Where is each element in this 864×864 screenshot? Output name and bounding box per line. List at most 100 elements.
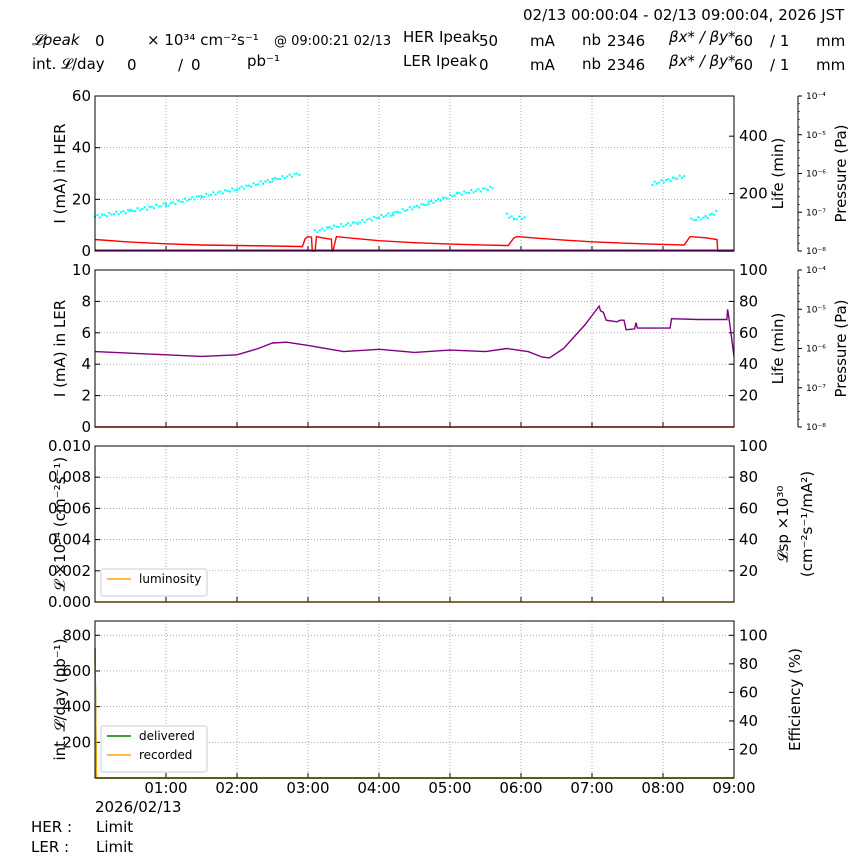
her-current-point <box>354 221 357 224</box>
her-current-point <box>143 206 146 209</box>
her-current-point <box>221 192 224 195</box>
x-tick-label: 04:00 <box>357 779 400 797</box>
y-axis-label: I (mA) in HER <box>51 123 69 223</box>
her-current-point <box>427 200 430 203</box>
x-tick-label: 07:00 <box>570 779 613 797</box>
her-current-point <box>96 214 99 217</box>
y2-tick-label: 80 <box>739 468 758 486</box>
her-current-point <box>399 211 402 214</box>
ler-status-value: Limit <box>96 838 134 856</box>
her-current-point <box>224 189 227 192</box>
pressure-axis-label: Pressure (Pa) <box>832 124 850 222</box>
y-tick-label: 200 <box>62 733 91 751</box>
her-ipeak-value: 50 <box>479 32 499 50</box>
her-current-point <box>228 190 231 193</box>
her-current-point <box>276 178 279 181</box>
her-current-point <box>676 177 679 180</box>
her-current-point <box>273 177 276 180</box>
her-current-point <box>486 188 489 191</box>
her-current-point <box>458 192 461 195</box>
her-current-point <box>441 196 444 199</box>
y2-tick-label: 40 <box>739 712 758 730</box>
her-current-point <box>117 213 120 216</box>
her-current-point <box>98 216 101 219</box>
her-current-point <box>342 225 345 228</box>
her-current-point <box>333 224 336 227</box>
ler-ipeak-label: LER Ipeak <box>403 52 478 70</box>
y2-tick-label: 60 <box>739 324 758 342</box>
her-current-point <box>662 181 665 184</box>
her-current-point <box>209 193 212 196</box>
y2-tick-label: 100 <box>739 261 768 279</box>
her-current-point <box>472 191 475 194</box>
her-current-point <box>157 205 160 208</box>
her-current-point <box>704 215 707 218</box>
y-tick-label: 0.006 <box>48 499 91 517</box>
her-current-point <box>136 207 139 210</box>
her-current-point <box>363 221 366 224</box>
her-current-point <box>245 184 248 187</box>
her-current-point <box>283 177 286 180</box>
her-current-point <box>214 193 217 196</box>
pressure-tick-label: 10⁻⁸ <box>806 247 826 257</box>
plot-frame <box>94 95 735 252</box>
her-current-point <box>690 217 693 220</box>
pressure-tick-label: 10⁻⁷ <box>806 208 826 218</box>
her-current-point <box>382 216 385 219</box>
her-current-point <box>356 222 359 225</box>
her-current-point <box>389 214 392 217</box>
her-current-point <box>233 189 236 192</box>
her-current-point <box>124 212 127 215</box>
her-current-point <box>129 208 132 211</box>
her-current-point <box>314 229 317 232</box>
her-current-point <box>176 199 179 202</box>
her-current-point <box>112 213 115 216</box>
her-current-point <box>378 217 380 220</box>
her-current-point <box>653 180 656 183</box>
her-current-point <box>321 227 324 230</box>
her-current-point <box>401 208 404 211</box>
her-current-point <box>293 172 296 175</box>
series-line <box>94 235 734 252</box>
her-current-point <box>337 225 340 228</box>
plot-frame <box>94 445 735 603</box>
y-tick-label: 10 <box>72 261 91 279</box>
y2-tick-label: 40 <box>739 355 758 373</box>
her-current-point <box>101 213 104 216</box>
her-current-point <box>665 178 668 181</box>
her-current-point <box>505 212 508 215</box>
pressure-tick-label: 10⁻⁶ <box>806 345 826 355</box>
legend-entry: delivered <box>139 729 195 743</box>
her-current-point <box>380 214 383 217</box>
her-current-point <box>110 213 113 216</box>
her-current-point <box>392 214 395 217</box>
her-current-point <box>385 214 388 217</box>
her-current-point <box>373 216 376 219</box>
y-axis-label: int. 𝓛/day (pb⁻¹) <box>51 638 69 760</box>
her-current-point <box>193 198 196 201</box>
her-current-point <box>257 183 260 186</box>
x-tick-label: 01:00 <box>144 779 187 797</box>
x-tick-label: 06:00 <box>499 779 542 797</box>
her-current-point <box>368 217 371 220</box>
y-tick-label: 8 <box>81 292 91 310</box>
her-current-point <box>205 192 208 195</box>
her-current-point <box>298 173 301 176</box>
her-current-point <box>655 182 658 185</box>
her-current-point <box>512 218 515 221</box>
her-current-point <box>316 231 319 234</box>
her-current-point <box>131 209 134 212</box>
her-current-point <box>477 188 480 191</box>
legend-entry: recorded <box>139 748 192 762</box>
y-tick-label: 40 <box>72 139 91 157</box>
her-current-point <box>453 194 456 197</box>
y2-tick-label: 100 <box>739 626 768 644</box>
her-current-point <box>219 190 222 193</box>
her-current-point <box>146 208 149 211</box>
her-current-point <box>359 221 362 224</box>
her-current-point <box>231 187 234 190</box>
her-current-point <box>658 181 661 184</box>
her-status-label: HER : <box>31 818 73 836</box>
y2-axis-label: Life (min) <box>769 138 787 210</box>
